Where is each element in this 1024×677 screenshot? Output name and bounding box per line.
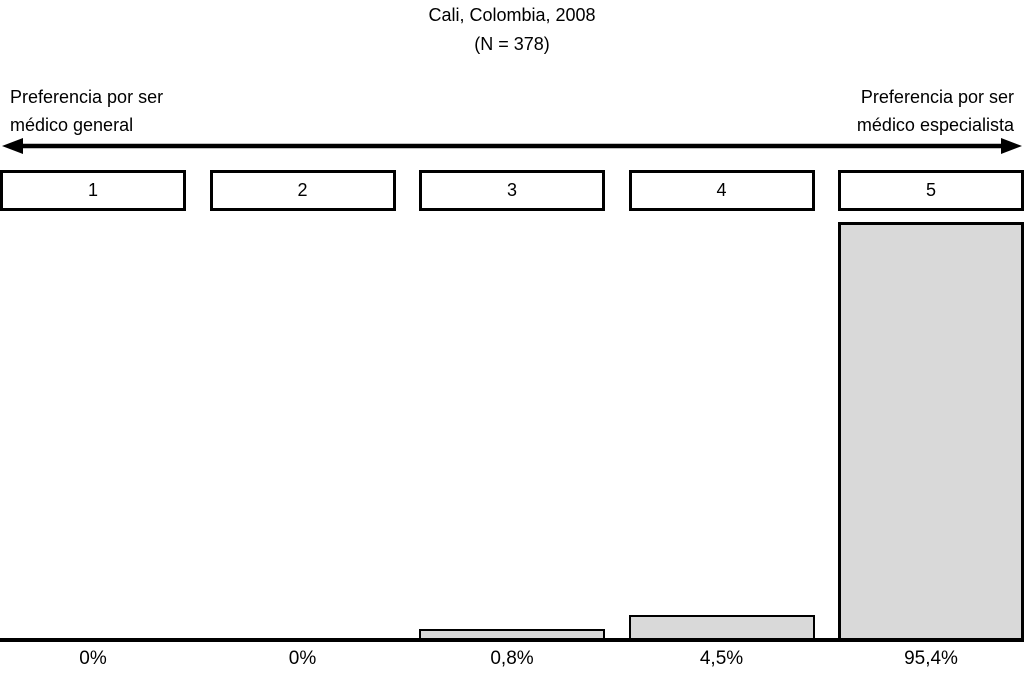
bar-column-1 <box>0 211 186 638</box>
scale-box-2: 2 <box>209 170 396 211</box>
right-axis-label-line1: Preferencia por ser <box>860 87 1014 107</box>
scale-box-3: 3 <box>419 170 605 211</box>
scale-box-1-label: 1 <box>87 180 98 200</box>
right-arrowhead-icon <box>1001 138 1022 154</box>
left-axis-label-line1: Preferencia por ser <box>10 87 164 107</box>
value-label-1: 0% <box>79 648 107 669</box>
double-arrow <box>2 138 1022 154</box>
bar-column-5 <box>838 211 1024 638</box>
scale-box-5-label: 5 <box>925 180 936 200</box>
value-label-row: 0% 0% 0,8% 4,5% 95,4% <box>0 648 1024 670</box>
scale-row: 1 2 3 4 5 <box>0 170 1024 211</box>
bar-column-2 <box>210 211 396 638</box>
scale-box-3-label: 3 <box>506 180 517 200</box>
left-axis-label-line2: médico general <box>10 115 134 135</box>
bar-3 <box>419 629 605 638</box>
title-block: Cali, Colombia, 2008 (N = 378) <box>0 1 1024 59</box>
scale-box-5: 5 <box>838 170 1024 211</box>
bar-4 <box>628 615 815 638</box>
x-axis-line <box>0 638 1024 642</box>
bar-5 <box>838 222 1024 638</box>
scale-box-4: 4 <box>628 170 815 211</box>
chart-title: Cali, Colombia, 2008 <box>428 5 596 25</box>
chart-subtitle: (N = 378) <box>474 34 550 54</box>
right-axis-label: Preferencia por ser médico especialista <box>857 83 1014 139</box>
bar-column-4 <box>628 211 815 638</box>
value-label-3: 0,8% <box>490 648 534 669</box>
value-label-4: 4,5% <box>699 648 744 669</box>
value-label-5: 95,4% <box>904 648 958 669</box>
scale-box-4-label: 4 <box>716 180 727 200</box>
left-axis-label: Preferencia por ser médico general <box>10 83 163 139</box>
scale-box-1: 1 <box>0 170 186 211</box>
plot-area <box>0 211 1024 638</box>
scale-box-2-label: 2 <box>297 180 308 200</box>
right-axis-label-line2: médico especialista <box>856 115 1014 135</box>
value-label-2: 0% <box>288 648 317 669</box>
left-arrowhead-icon <box>2 138 23 154</box>
bar-column-3 <box>419 211 605 638</box>
